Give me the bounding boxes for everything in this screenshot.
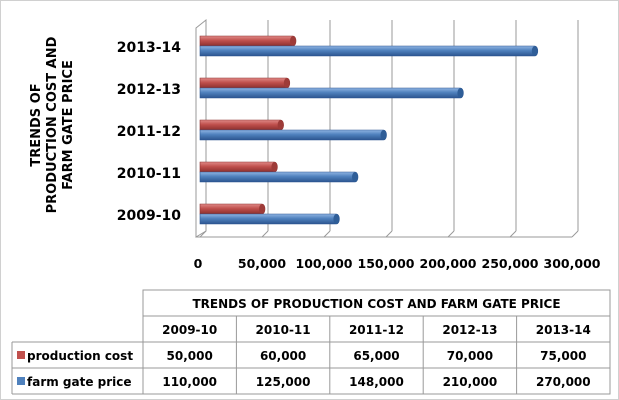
y-axis-title-line: FARM GATE PRICE bbox=[61, 60, 76, 190]
table-cell: 110,000 bbox=[162, 375, 217, 389]
bar-production-cost bbox=[199, 35, 297, 47]
x-tick-label: 100,000 bbox=[296, 256, 353, 271]
floor-gridline bbox=[509, 230, 517, 238]
floor-gridline bbox=[323, 230, 331, 238]
table-cell: 210,000 bbox=[443, 375, 498, 389]
bars bbox=[199, 35, 539, 225]
table-cell: 125,000 bbox=[256, 375, 311, 389]
table-header: 2009-10 bbox=[162, 323, 217, 337]
x-tick-label: 150,000 bbox=[358, 256, 415, 271]
table-cell: 50,000 bbox=[167, 349, 213, 363]
bar-farm-gate-price bbox=[199, 171, 359, 183]
category-labels: 2009-10 2010-11 2011-12 2012-13 2013-14 bbox=[117, 40, 182, 224]
bar-cap bbox=[277, 120, 284, 130]
x-tick-label: 0 bbox=[194, 256, 203, 271]
table-header: 2011-12 bbox=[349, 323, 404, 337]
y-axis-title-line: PRODUCTION COST AND bbox=[45, 36, 60, 213]
bar-production-cost bbox=[199, 119, 284, 131]
floor-gridline bbox=[385, 230, 393, 238]
data-table: TRENDS OF PRODUCTION COST AND FARM GATE … bbox=[11, 289, 611, 395]
table-cell: 148,000 bbox=[349, 375, 404, 389]
bar-production-cost bbox=[199, 161, 278, 173]
table-header: 2010-11 bbox=[256, 323, 311, 337]
bar-production-cost bbox=[199, 203, 266, 215]
table-cell: 270,000 bbox=[536, 375, 591, 389]
legend-label: farm gate price bbox=[27, 375, 132, 389]
legend-key-production-cost bbox=[17, 351, 25, 359]
table-cell: 75,000 bbox=[540, 349, 586, 363]
category-label: 2012-13 bbox=[117, 82, 181, 98]
bar-cap bbox=[380, 130, 387, 140]
floor-gridline bbox=[447, 230, 455, 238]
legend-key-farm-gate-price bbox=[17, 377, 25, 385]
legend-label: production cost bbox=[27, 349, 133, 363]
table-header: 2013-14 bbox=[536, 323, 591, 337]
x-tick-labels: 0 50,000 100,000 150,000 200,000 250,000 300,0… bbox=[194, 256, 601, 271]
table-cell: 70,000 bbox=[447, 349, 493, 363]
category-label: 2013-14 bbox=[117, 40, 182, 56]
bar-farm-gate-price bbox=[199, 213, 340, 225]
bar-cap bbox=[457, 88, 464, 98]
bar-cap bbox=[531, 46, 538, 56]
bar-farm-gate-price bbox=[199, 45, 539, 57]
table-header: 2012-13 bbox=[442, 323, 497, 337]
category-label: 2010-11 bbox=[117, 166, 181, 182]
bar-cap bbox=[271, 162, 278, 172]
data-table-title: TRENDS OF PRODUCTION COST AND FARM GATE … bbox=[192, 297, 560, 311]
bar-cap bbox=[290, 36, 296, 46]
floor-gridline bbox=[571, 230, 579, 238]
x-tick-label: 200,000 bbox=[420, 256, 477, 271]
category-label: 2011-12 bbox=[117, 124, 181, 140]
y-axis-title-line: TRENDS OF bbox=[29, 83, 44, 166]
bar-cap bbox=[333, 214, 340, 224]
bar-farm-gate-price bbox=[199, 129, 387, 141]
table-cell: 65,000 bbox=[353, 349, 399, 363]
category-label: 2009-10 bbox=[117, 208, 182, 224]
floor-gridline bbox=[261, 230, 269, 238]
y-axis-title: TRENDS OF PRODUCTION COST AND FARM GATE PR… bbox=[29, 36, 76, 213]
bar-cap bbox=[352, 172, 358, 182]
x-tick-label: 50,000 bbox=[238, 256, 287, 271]
bar-cap bbox=[259, 204, 265, 214]
table-cell: 60,000 bbox=[260, 349, 306, 363]
bar-production-cost bbox=[199, 77, 291, 89]
bar-cap bbox=[283, 78, 290, 88]
bar-farm-gate-price bbox=[199, 87, 464, 99]
x-tick-label: 250,000 bbox=[482, 256, 539, 271]
floor-gridline bbox=[199, 230, 207, 238]
x-tick-label: 300,000 bbox=[544, 256, 601, 271]
